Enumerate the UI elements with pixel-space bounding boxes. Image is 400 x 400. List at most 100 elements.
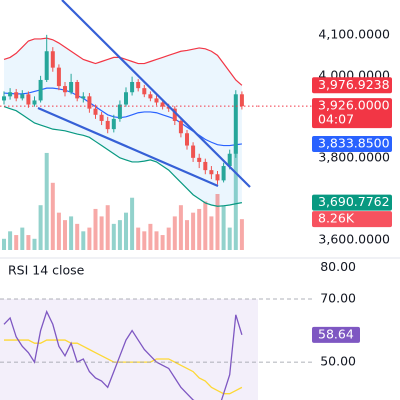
volume-bar bbox=[32, 238, 37, 250]
volume-bar bbox=[178, 205, 183, 250]
candle-body bbox=[69, 81, 74, 93]
volume-bar bbox=[136, 227, 141, 250]
volume-bar bbox=[69, 216, 74, 250]
candle-body bbox=[239, 94, 244, 107]
candle-body bbox=[221, 166, 226, 181]
volume-bar bbox=[166, 227, 171, 250]
candle-body bbox=[38, 79, 43, 101]
volume-bar bbox=[239, 219, 244, 250]
price-tag-label: 3,926.0000 bbox=[318, 98, 390, 113]
candle-body bbox=[105, 120, 110, 130]
y-tick-label: 50.00 bbox=[320, 354, 356, 369]
volume-bar bbox=[26, 235, 31, 250]
candle-body bbox=[130, 81, 135, 93]
candle-body bbox=[197, 157, 202, 162]
y-tick-label: 70.00 bbox=[320, 291, 356, 306]
candle-body bbox=[93, 108, 98, 115]
volume-bar bbox=[124, 212, 128, 250]
price-panel bbox=[0, 34, 258, 250]
volume-bar bbox=[148, 223, 153, 250]
volume-bar bbox=[105, 205, 110, 250]
volume-bar bbox=[117, 220, 122, 250]
candle-body bbox=[32, 100, 37, 105]
rsi-background bbox=[0, 299, 258, 400]
candle-body bbox=[148, 94, 153, 99]
candle-body bbox=[233, 94, 238, 154]
volume-bar bbox=[8, 231, 13, 250]
volume-bar bbox=[111, 223, 116, 250]
y-tick-label: 80.00 bbox=[320, 259, 356, 274]
candle-body bbox=[178, 120, 183, 134]
candle-body bbox=[111, 118, 116, 130]
volume-bar bbox=[185, 220, 189, 250]
volume-bar bbox=[160, 235, 165, 250]
candle-body bbox=[75, 81, 80, 99]
candle-body bbox=[81, 96, 86, 99]
candle-body bbox=[154, 98, 159, 103]
candle-body bbox=[87, 96, 92, 109]
price-tag-label: 3,833.8500 bbox=[318, 135, 390, 150]
volume-bar bbox=[75, 223, 80, 250]
rsi-title: RSI 14 close bbox=[8, 263, 85, 278]
price-tag bbox=[312, 135, 392, 152]
candle-body bbox=[209, 170, 214, 175]
volume-bar bbox=[142, 231, 147, 250]
volume-bar bbox=[2, 238, 6, 250]
axes: 4,100.00004,000.00003,800.00003,600.0000… bbox=[0, 26, 392, 369]
candle-body bbox=[124, 92, 128, 105]
candle-body bbox=[50, 51, 55, 68]
y-tick-label: 3,600.0000 bbox=[318, 231, 390, 246]
candle-body bbox=[136, 81, 141, 89]
candle-body bbox=[20, 94, 25, 99]
y-tick-label: 3,800.0000 bbox=[318, 149, 390, 164]
candle-body bbox=[99, 114, 104, 121]
candle-body bbox=[44, 51, 49, 80]
rsi-tag bbox=[312, 326, 360, 343]
volume-bar bbox=[87, 227, 92, 250]
volume-bar bbox=[203, 201, 208, 250]
rsi-panel bbox=[0, 299, 258, 400]
volume-bar bbox=[14, 235, 19, 250]
trendlines bbox=[37, 0, 251, 188]
rsi-tag-label: 58.64 bbox=[318, 326, 354, 341]
volume-bar bbox=[20, 227, 25, 250]
volume-bar bbox=[81, 231, 86, 250]
candle-body bbox=[56, 67, 61, 87]
candle-body bbox=[142, 88, 147, 95]
trendline bbox=[37, 106, 219, 188]
price-tag bbox=[312, 77, 392, 94]
candle-body bbox=[215, 174, 220, 181]
candle-body bbox=[227, 153, 232, 167]
candle-body bbox=[203, 161, 208, 171]
price-tag-label: 3,690.7762 bbox=[318, 194, 390, 209]
candle-body bbox=[185, 133, 189, 146]
band-fill bbox=[4, 38, 242, 207]
candle-body bbox=[160, 102, 165, 107]
price-tag bbox=[312, 211, 392, 228]
volume-bar bbox=[38, 205, 43, 250]
band-line bbox=[3, 87, 242, 147]
countdown: 04:07 bbox=[318, 112, 354, 127]
volume-bar bbox=[191, 212, 196, 250]
y-tick-label: 4,100.0000 bbox=[318, 26, 390, 41]
candle-body bbox=[63, 86, 67, 93]
volume-bar bbox=[130, 197, 135, 250]
candle-body bbox=[26, 94, 31, 105]
rsi-line bbox=[3, 309, 243, 400]
candle-body bbox=[8, 92, 13, 97]
band-line bbox=[3, 37, 243, 86]
volume-bar bbox=[44, 152, 49, 250]
candle-body bbox=[172, 108, 177, 121]
volume-bar bbox=[233, 145, 238, 250]
trendline bbox=[61, 0, 251, 188]
volume-bar bbox=[197, 208, 202, 250]
price-tag bbox=[312, 98, 392, 129]
volume-bar bbox=[221, 205, 226, 250]
volume-bar bbox=[154, 231, 159, 250]
band-line bbox=[3, 106, 243, 207]
volume-bar bbox=[227, 227, 232, 250]
candle-body bbox=[191, 145, 196, 158]
volume-bar bbox=[209, 216, 214, 250]
volume-bar bbox=[93, 208, 98, 250]
